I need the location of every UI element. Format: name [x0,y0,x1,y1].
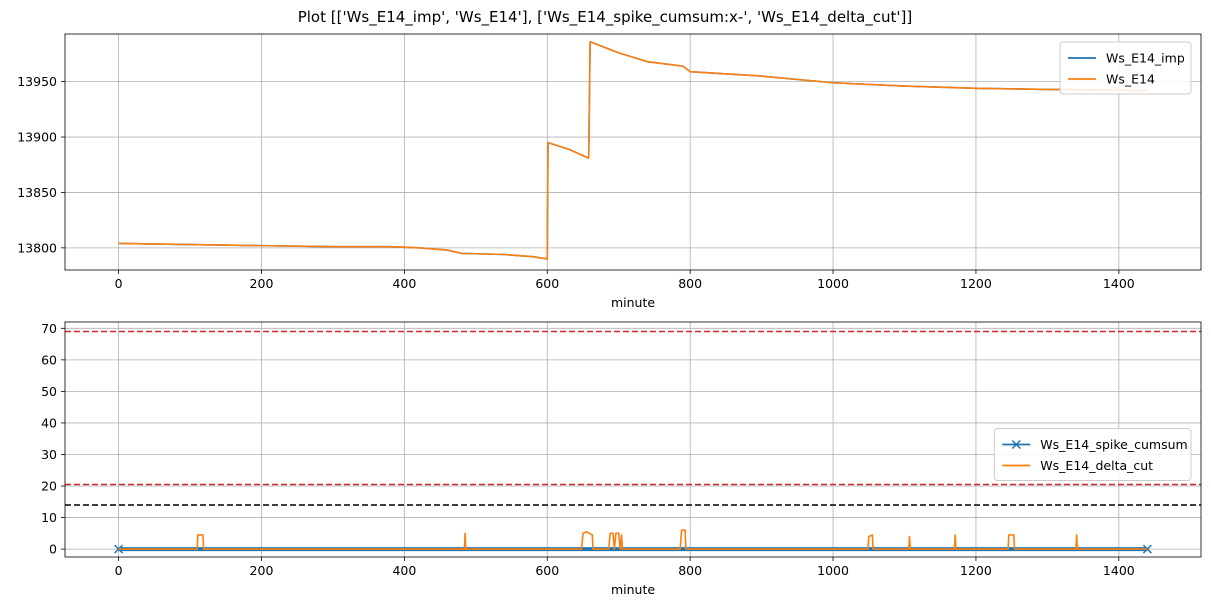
legend-label: Ws_E14_spike_cumsum [1040,437,1187,452]
x-tick-label: 800 [678,276,702,291]
series-line [118,40,1148,260]
axes-frame [64,33,1202,271]
legend-box [993,428,1192,481]
x-tick-label: 1400 [1103,276,1135,291]
y-tick-label: 13800 [17,240,57,255]
y-tick-label: 70 [41,321,57,336]
x-tick-label: 200 [250,563,274,578]
y-tick-label: 13900 [17,130,57,145]
x-tick-label: 400 [392,276,416,291]
x-tick-label: 0 [115,563,123,578]
legend-marker [1011,439,1021,450]
x-tick-label: 1000 [817,276,849,291]
x-tick-label: 1400 [1103,563,1135,578]
series-line [118,40,1148,260]
x-tick-label: 800 [678,563,702,578]
legend: Ws_E14_imp Ws_E14 [1059,41,1192,95]
plot-area [65,330,1201,554]
y-tick-label: 30 [41,447,57,462]
x-tick-label: 1200 [960,563,992,578]
x-tick-label: 600 [535,563,559,578]
legend: Ws_E14_spike_cumsum Ws_E14_delta_cut [993,428,1192,481]
x-tick-label: 400 [392,563,416,578]
legend-label: Ws_E14_delta_cut [1040,458,1153,473]
x-tick-label: 200 [250,276,274,291]
legend-label: Ws_E14_imp [1106,51,1185,66]
x-tick-label: 600 [535,276,559,291]
axes-frame [64,321,1202,558]
x-tick-label: 1000 [817,563,849,578]
y-tick-label: 60 [41,352,57,367]
series-line [118,529,1148,550]
y-tick-label: 40 [41,415,57,430]
plot-area [118,40,1148,260]
legend-label: Ws_E14 [1106,72,1155,87]
y-tick-label: 13850 [17,185,57,200]
y-tick-label: 10 [41,510,57,525]
legend-box [1059,41,1192,95]
y-tick-label: 0 [49,542,57,557]
x-tick-label: 0 [115,276,123,291]
x-axis-label: minute [611,582,655,597]
top-plot: 0 200 400 600 800 1000 1200 1400 13800 13850 13900… [17,33,1202,310]
bottom-plot: 0 200 400 600 800 1000 1200 1400 0 10 20 30 40 50 60 70… [41,321,1202,597]
y-tick-label: 13950 [17,74,57,89]
x-axis-label: minute [611,295,655,310]
y-tick-label: 20 [41,479,57,494]
y-tick-label: 50 [41,384,57,399]
x-tick-label: 1200 [960,276,992,291]
figure-title: Plot [['Ws_E14_imp', 'Ws_E14'], ['Ws_E14… [298,8,913,27]
